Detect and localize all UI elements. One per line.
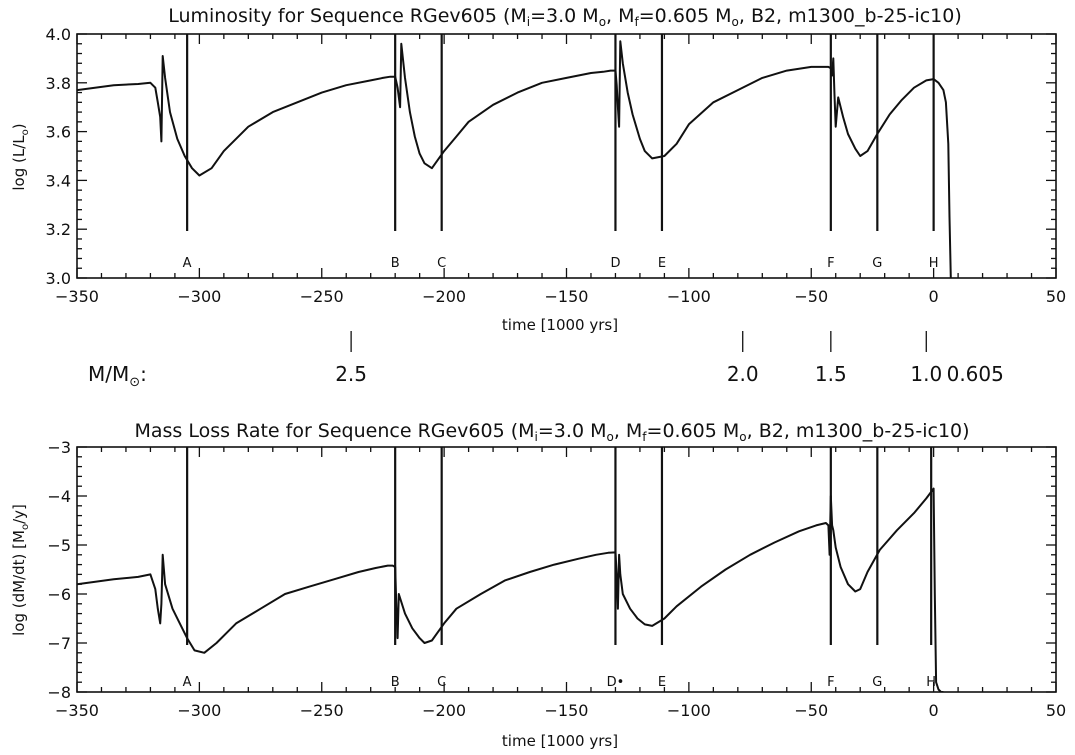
mass-loss-x-tick-label: 50 [1046,701,1066,720]
luminosity-x-tick-label: −300 [177,287,221,306]
luminosity-y-tick-label: 3.8 [46,74,71,93]
mass-loss-x-tick-label: −300 [177,701,221,720]
mass-loss-x-axis-label: time [1000 yrs] [502,732,618,750]
luminosity-x-axis-label: time [1000 yrs] [502,316,618,334]
mass-loss-chart: −350 −300 −250 −200 −150 −100 −50 0 50 −8 −7 −6 −5 −4… [47,438,1066,720]
mass-loss-x-tick-label: 0 [929,701,939,720]
luminosity-x-tick-label: 50 [1046,287,1066,306]
mass-scale-value: 2.5 [335,362,367,386]
luminosity-chart-title: Luminosity for Sequence RGev605 (Mi=3.0 … [168,5,962,29]
event-label-e: E [658,675,666,690]
luminosity-y-axis-label: log (L/Lo) [10,123,31,190]
mass-loss-plot-frame [76,446,1057,693]
mass-loss-x-tick-label: −100 [667,701,711,720]
luminosity-x-tick-label: −200 [422,287,466,306]
mass-scale: 2.5 2.0 1.5 1.0 0.605 [335,331,1004,386]
mass-loss-y-tick-label: −7 [47,634,71,653]
luminosity-series-line [77,40,952,278]
luminosity-chart: −350 −300 −250 −200 −150 −100 −50 0 50 3.0 3.2 3.4 3… [46,25,1067,306]
event-label-f: F [827,675,834,690]
mass-loss-y-tick-label: −6 [47,585,71,604]
luminosity-plot-frame [76,33,1057,279]
luminosity-x-tick-label: −150 [545,287,589,306]
mass-loss-y-tick-label: −5 [47,536,71,555]
mass-loss-y-tick-label: −8 [47,683,71,702]
event-label-a: A [183,256,192,271]
mass-scale-value: 0.605 [947,362,1004,386]
mass-loss-x-tick-label: −200 [422,701,466,720]
event-label-b: B [391,675,400,690]
mass-loss-y-tick-label: −3 [47,438,71,457]
mass-loss-x-tick-label: −250 [300,701,344,720]
luminosity-x-tick-label: 0 [929,287,939,306]
luminosity-y-tick-label: 3.0 [46,269,71,288]
luminosity-x-tick-label: −100 [667,287,711,306]
mass-loss-chart-title: Mass Loss Rate for Sequence RGev605 (Mi=… [134,420,969,444]
event-label-h: H [929,256,939,271]
luminosity-y-tick-label: 3.6 [46,123,71,142]
luminosity-x-tick-label: −250 [300,287,344,306]
event-label-a: A [183,675,192,690]
event-label-c: C [437,675,446,690]
luminosity-x-tick-label: −50 [794,287,828,306]
event-label-g: G [872,256,882,271]
mass-scale-value: 1.0 [910,362,942,386]
event-label-d: D• [607,675,625,690]
event-label-f: F [827,256,834,271]
mass-scale-value: 1.5 [815,362,847,386]
mass-loss-x-tick-label: −350 [55,701,99,720]
event-label-e: E [658,256,666,271]
luminosity-x-tick-label: −350 [55,287,99,306]
mass-loss-y-axis-label: log (dM/dt) [Mo/y] [10,504,31,636]
event-label-b: B [391,256,400,271]
mass-scale-label: M/M⊙: [88,362,147,390]
mass-loss-series-line [77,487,944,692]
mass-loss-y-tick-label: −4 [47,487,71,506]
event-label-h: H [926,675,936,690]
luminosity-y-tick-label: 4.0 [46,25,71,44]
mass-loss-x-tick-label: −50 [794,701,828,720]
event-label-d: D [610,256,620,271]
mass-loss-x-tick-label: −150 [545,701,589,720]
event-label-c: C [437,256,446,271]
luminosity-y-tick-label: 3.4 [46,171,71,190]
event-label-g: G [872,675,882,690]
mass-scale-value: 2.0 [727,362,759,386]
luminosity-y-tick-label: 3.2 [46,220,71,239]
